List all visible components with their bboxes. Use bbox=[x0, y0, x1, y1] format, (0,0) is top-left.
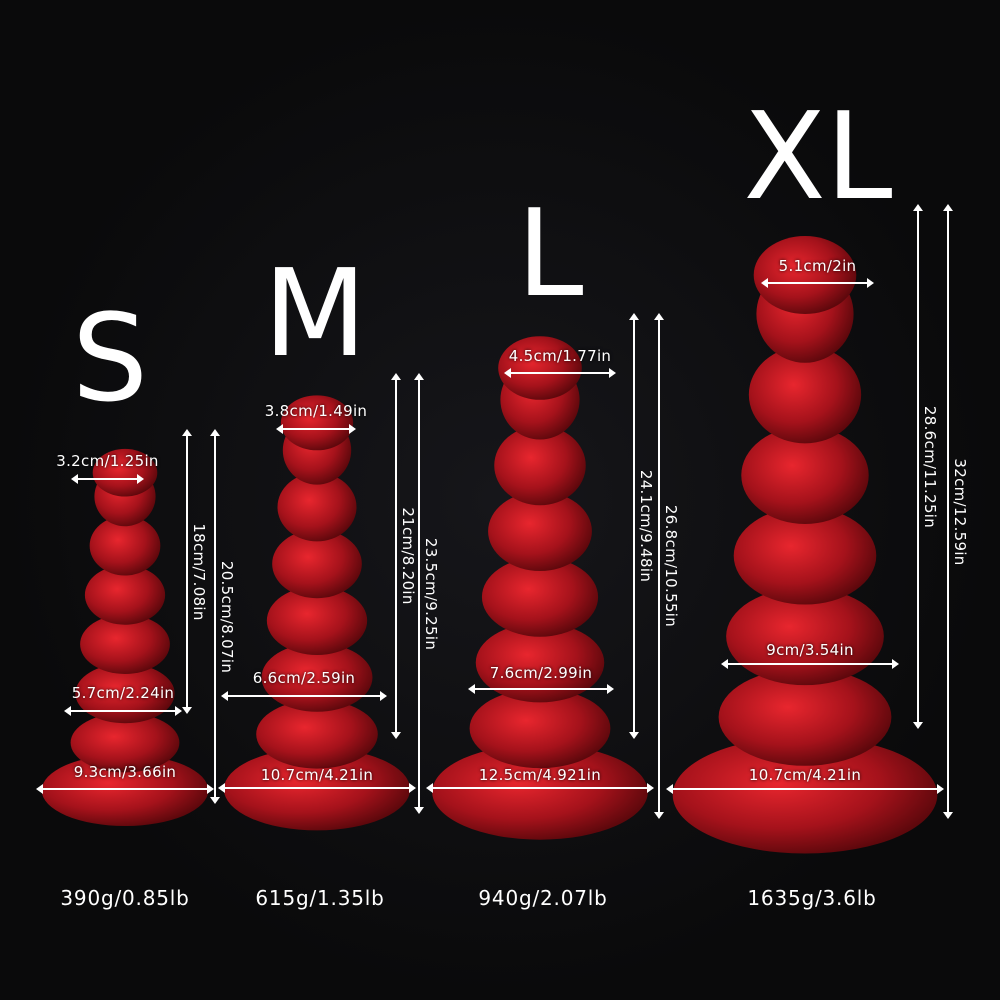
size-label-l: L bbox=[516, 185, 584, 324]
weight-label: 390g/0.85lb bbox=[60, 886, 190, 910]
mid-diameter-label: 9cm/3.54in bbox=[766, 641, 854, 659]
mid-diameter-arrow bbox=[468, 684, 614, 694]
weight-label: 940g/2.07lb bbox=[478, 886, 608, 910]
base-diameter-label: 12.5cm/4.921in bbox=[478, 766, 602, 784]
weight-label: 615g/1.35lb bbox=[255, 886, 385, 910]
base-diameter-arrow bbox=[666, 784, 944, 794]
size-label-xl: XL bbox=[743, 88, 893, 227]
insertable-length-arrow bbox=[182, 429, 192, 714]
insertable-length-arrow bbox=[913, 204, 923, 729]
product-silhouette bbox=[223, 395, 411, 831]
insertable-length-label: 18cm/7.08in bbox=[190, 522, 208, 621]
top-diameter-label: 5.1cm/2in bbox=[778, 257, 857, 275]
insertable-length-label: 24.1cm/9.48in bbox=[637, 469, 655, 583]
top-diameter-label: 3.8cm/1.49in bbox=[264, 402, 368, 420]
top-diameter-arrow bbox=[276, 424, 356, 434]
base-diameter-arrow bbox=[218, 783, 416, 793]
mid-diameter-label: 7.6cm/2.99in bbox=[489, 664, 593, 682]
mid-diameter-arrow bbox=[221, 691, 387, 701]
insertable-length-arrow bbox=[629, 313, 639, 739]
size-label-s: S bbox=[71, 290, 149, 429]
top-diameter-arrow bbox=[761, 278, 874, 288]
size-label-m: M bbox=[263, 245, 367, 384]
insertable-length-label: 21cm/8.20in bbox=[399, 507, 417, 605]
total-length-arrow bbox=[210, 429, 220, 804]
product-silhouette bbox=[41, 448, 209, 827]
top-diameter-arrow bbox=[504, 368, 616, 378]
base-diameter-label: 10.7cm/4.21in bbox=[260, 766, 374, 784]
top-diameter-label: 3.2cm/1.25in bbox=[56, 452, 159, 470]
insertable-length-label: 28.6cm/11.25in bbox=[921, 405, 939, 528]
total-length-arrow bbox=[943, 204, 953, 819]
mid-diameter-arrow bbox=[721, 659, 899, 669]
total-length-arrow bbox=[414, 373, 424, 814]
total-length-arrow bbox=[654, 313, 664, 819]
base-diameter-label: 9.3cm/3.66in bbox=[73, 763, 177, 781]
mid-diameter-label: 5.7cm/2.24in bbox=[71, 684, 175, 702]
product-silhouette bbox=[432, 336, 648, 840]
product-silhouette bbox=[672, 236, 938, 854]
top-diameter-label: 4.5cm/1.77in bbox=[508, 347, 612, 365]
base-diameter-arrow bbox=[36, 784, 214, 794]
mid-diameter-arrow bbox=[64, 706, 182, 716]
base-diameter-arrow bbox=[426, 783, 654, 793]
top-diameter-arrow bbox=[71, 474, 144, 484]
total-length-label: 32cm/12.59in bbox=[951, 457, 969, 566]
weight-label: 1635g/3.6lb bbox=[747, 886, 877, 910]
mid-diameter-label: 6.6cm/2.59in bbox=[252, 669, 356, 687]
base-diameter-label: 10.7cm/4.21in bbox=[748, 766, 862, 784]
insertable-length-arrow bbox=[391, 373, 401, 739]
